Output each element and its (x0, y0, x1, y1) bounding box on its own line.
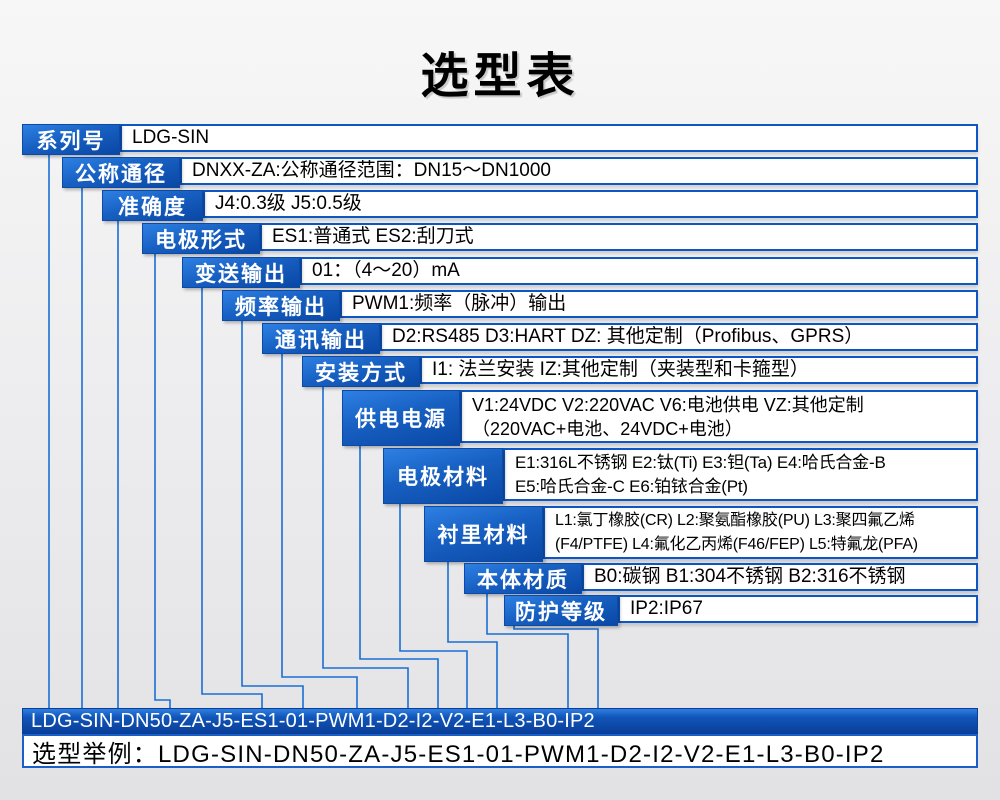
model-code-text: LDG-SIN-DN50-ZA-J5-ES1-01-PWM1-D2-I2-V2-… (31, 709, 595, 732)
spec-label: 电极材料 (383, 448, 503, 504)
connector-line (241, 321, 304, 708)
connector-line (486, 594, 569, 708)
spec-desc: V1:24VDC V2:220VAC V6:电池供电 VZ:其他定制 （220V… (460, 390, 978, 443)
selection-example-text: 选型举例：LDG-SIN-DN50-ZA-J5-ES1-01-PWM1-D2-I… (32, 740, 885, 768)
spec-desc: LDG-SIN (120, 124, 978, 152)
spec-label: 准确度 (102, 190, 203, 221)
spec-desc: L1:氯丁橡胶(CR) L2:聚氨酯橡胶(PU) L3:聚四氟乙烯 (F4/PT… (543, 506, 978, 559)
spec-label: 通讯输出 (262, 323, 380, 354)
spec-desc: E1:316L不锈钢 E2:钛(Ti) E3:钽(Ta) E4:哈氏合金-B E… (503, 448, 978, 501)
spec-desc: D2:RS485 D3:HART DZ: 其他定制（Profibus、GPRS） (380, 323, 978, 351)
spec-desc: B0:碳钢 B1:304不锈钢 B2:316不锈钢 (582, 563, 978, 591)
spec-desc: DNXX-ZA:公称通径范围：DN15～DN1000 (180, 157, 978, 185)
spec-desc: I1: 法兰安装 IZ:其他定制（夹装型和卡箍型） (420, 356, 978, 384)
connector-line (322, 387, 409, 708)
connector-line (399, 504, 468, 708)
spec-desc: ES1:普通式 ES2:刮刀式 (260, 223, 978, 251)
connector-line (513, 626, 599, 708)
spec-label: 防护等级 (504, 595, 618, 626)
connector-line (201, 288, 263, 708)
model-code-bar: LDG-SIN-DN50-ZA-J5-ES1-01-PWM1-D2-I2-V2-… (22, 708, 978, 734)
spec-desc: J4:0.3级 J5:0.5级 (203, 190, 978, 218)
spec-label: 本体材质 (464, 563, 582, 594)
spec-label: 变送输出 (182, 257, 300, 288)
spec-desc: PWM1:频率（脉冲）输出 (340, 290, 978, 318)
connector-line (359, 446, 439, 708)
spec-desc: IP2:IP67 (618, 595, 978, 623)
spec-label: 频率输出 (222, 290, 340, 321)
connector-line (281, 354, 358, 708)
spec-label: 衬里材料 (424, 506, 543, 562)
spec-label: 电极形式 (142, 223, 260, 254)
spec-label: 公称通径 (62, 157, 180, 188)
spec-label: 系列号 (22, 124, 120, 155)
page-title: 选型表 (420, 50, 580, 103)
connector-line (154, 254, 171, 708)
spec-desc: 01：（4～20）mA (300, 257, 978, 285)
connector-line (447, 562, 498, 708)
spec-label: 安装方式 (302, 356, 420, 387)
spec-label: 供电电源 (342, 390, 460, 446)
selection-example-bar: 选型举例：LDG-SIN-DN50-ZA-J5-ES1-01-PWM1-D2-I… (22, 734, 978, 768)
